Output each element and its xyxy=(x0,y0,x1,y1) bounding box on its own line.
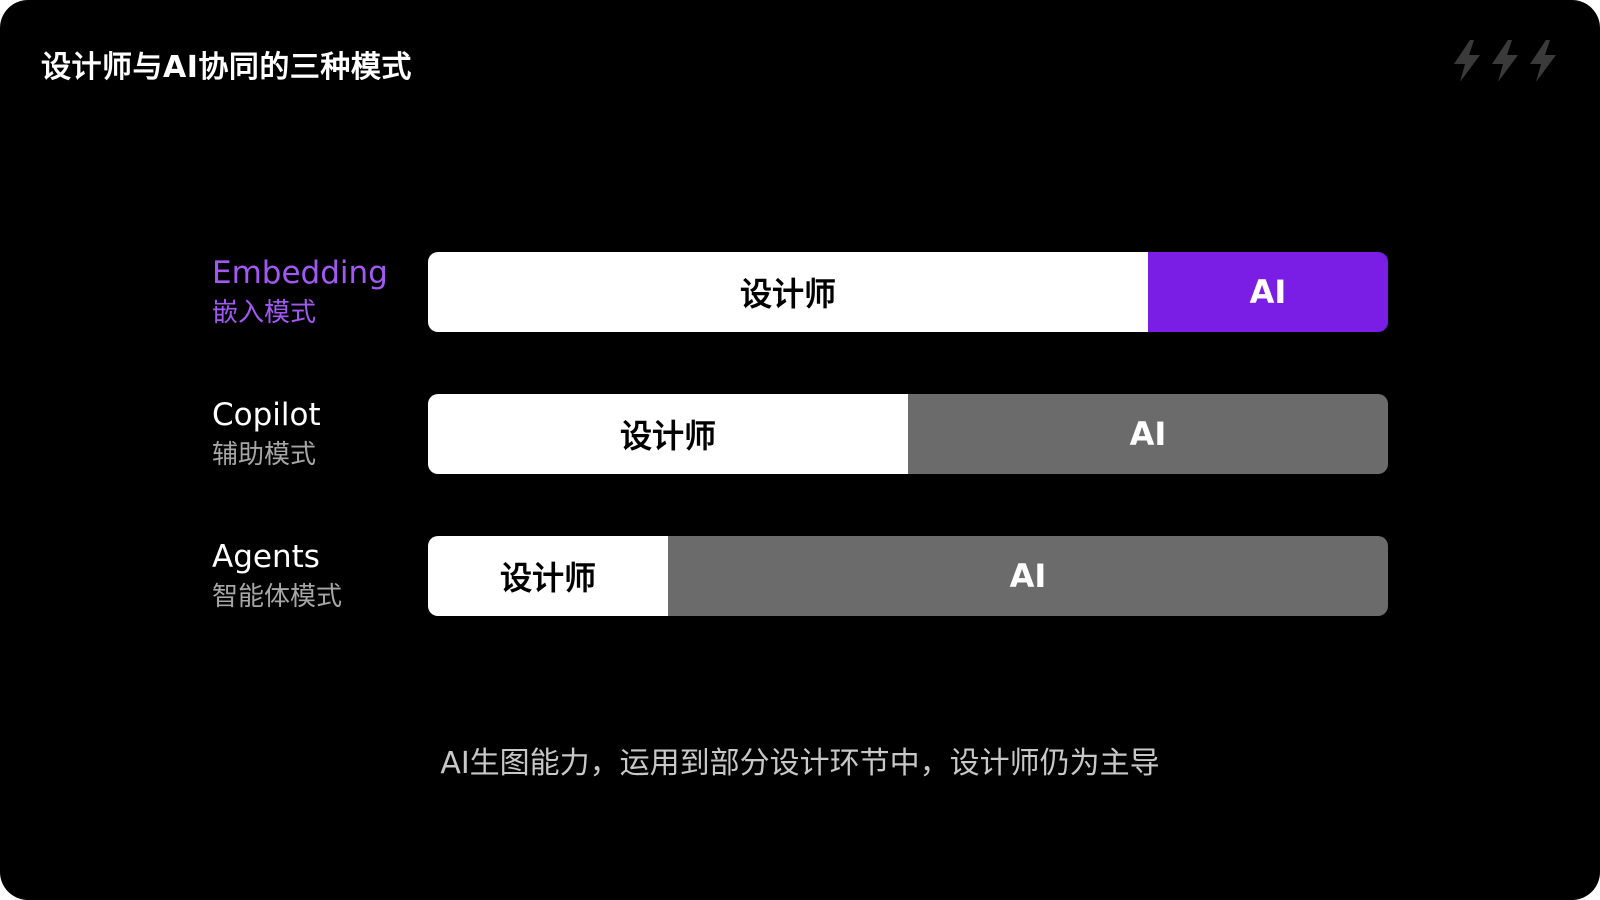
mode-name-zh: 嵌入模式 xyxy=(212,298,317,328)
lightning-icon xyxy=(1454,40,1480,82)
ai-segment: AI xyxy=(668,536,1388,616)
lightning-decoration xyxy=(1452,38,1564,84)
lightning-icon xyxy=(1530,40,1556,82)
mode-row-agents: Agents 智能体模式 设计师 AI xyxy=(0,536,1600,616)
ai-segment: AI xyxy=(908,394,1388,474)
mode-name-en: Agents xyxy=(212,539,320,575)
designer-segment: 设计师 xyxy=(428,252,1148,332)
share-bar: 设计师 AI xyxy=(428,536,1388,616)
share-bar: 设计师 AI xyxy=(428,394,1388,474)
slide-title: 设计师与AI协同的三种模式 xyxy=(41,50,412,85)
mode-label: Embedding 嵌入模式 xyxy=(212,254,412,330)
designer-segment: 设计师 xyxy=(428,536,668,616)
ai-segment: AI xyxy=(1148,252,1388,332)
lightning-icon xyxy=(1492,40,1518,82)
mode-row-embedding: Embedding 嵌入模式 设计师 AI xyxy=(0,252,1600,332)
mode-name-zh: 辅助模式 xyxy=(212,440,317,470)
mode-row-copilot: Copilot 辅助模式 设计师 AI xyxy=(0,394,1600,474)
caption-text: AI生图能力，运用到部分设计环节中，设计师仍为主导 xyxy=(440,746,1160,781)
mode-name-en: Embedding xyxy=(212,255,388,291)
mode-label: Agents 智能体模式 xyxy=(212,538,412,614)
mode-label: Copilot 辅助模式 xyxy=(212,396,412,472)
mode-name-en: Copilot xyxy=(212,397,321,433)
designer-segment: 设计师 xyxy=(428,394,908,474)
share-bar: 设计师 AI xyxy=(428,252,1388,332)
mode-name-zh: 智能体模式 xyxy=(212,582,343,612)
